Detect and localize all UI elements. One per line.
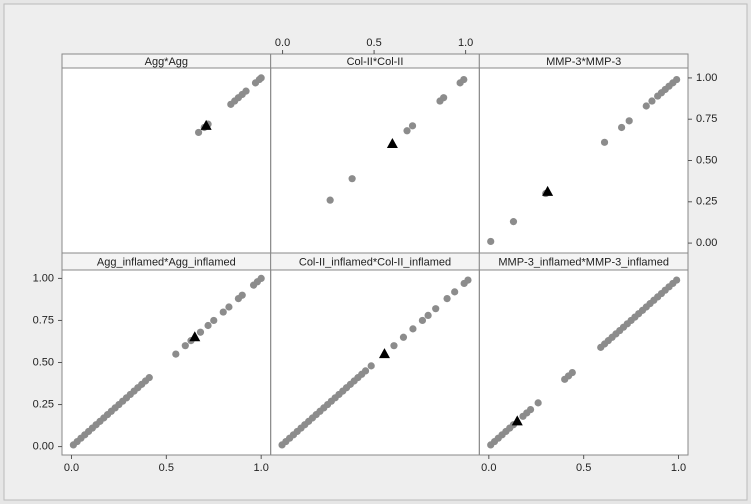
point — [390, 342, 398, 350]
x-tick-label: 0.5 — [159, 462, 174, 474]
panel-title: Col-II_inflamed*Col-II_inflamed — [299, 256, 451, 268]
highlight-point — [386, 137, 398, 148]
point — [534, 399, 542, 407]
point — [219, 308, 227, 316]
y-tick-label: 0.75 — [33, 314, 54, 326]
point — [399, 333, 408, 341]
y-tick-label: 0.50 — [696, 154, 717, 166]
y-tick-label: 0.25 — [696, 196, 717, 208]
y-tick-label: 0.00 — [33, 440, 54, 452]
point — [145, 374, 153, 382]
point — [172, 350, 180, 358]
point — [257, 74, 265, 82]
point — [451, 288, 459, 296]
point — [625, 117, 633, 125]
point — [642, 102, 650, 110]
point — [326, 196, 334, 204]
point — [409, 325, 417, 333]
point — [204, 321, 212, 330]
highlight-point — [511, 415, 523, 426]
x-tick-label: 1.0 — [671, 462, 686, 474]
panel-title: MMP-3*MMP-3 — [546, 56, 621, 68]
x-tick-label: 0.5 — [576, 462, 591, 474]
point — [487, 237, 495, 246]
point — [600, 138, 609, 146]
y-tick-label: 0.50 — [33, 356, 54, 368]
panel-title: Col-II*Col-II — [347, 56, 404, 68]
point — [509, 218, 518, 226]
highlight-point — [189, 331, 201, 342]
point — [418, 316, 427, 325]
point — [348, 175, 356, 183]
point — [194, 128, 203, 137]
point — [673, 75, 681, 84]
x-tick-label: 1.0 — [254, 462, 269, 474]
point — [196, 328, 205, 336]
point — [225, 303, 233, 311]
point — [210, 316, 218, 325]
point — [257, 274, 265, 283]
panel-title: Agg*Agg — [145, 56, 188, 68]
highlight-point — [378, 348, 390, 359]
y-tick-label: 1.00 — [33, 272, 54, 284]
y-tick-label: 0.00 — [696, 237, 717, 249]
point — [408, 122, 417, 130]
highlight-point — [200, 119, 212, 130]
point — [568, 368, 576, 377]
x-tick-label: 0.5 — [366, 37, 381, 49]
point — [242, 87, 250, 95]
x-tick-label: 0.0 — [64, 462, 79, 474]
point — [648, 97, 656, 105]
panel-title: MMP-3_inflamed*MMP-3_inflamed — [498, 256, 669, 268]
point — [238, 291, 246, 299]
x-tick-label: 0.0 — [275, 37, 290, 49]
x-tick-label: 0.0 — [481, 462, 496, 474]
point — [403, 127, 411, 135]
point — [460, 75, 468, 84]
y-tick-label: 1.00 — [696, 72, 717, 84]
panel-title: Agg_inflamed*Agg_inflamed — [97, 256, 236, 268]
point — [443, 294, 451, 303]
point — [440, 94, 448, 102]
point — [361, 367, 370, 375]
y-tick-label: 0.75 — [696, 113, 717, 125]
y-tick-label: 0.25 — [33, 398, 54, 410]
point — [526, 405, 535, 414]
point — [424, 311, 432, 320]
highlight-point — [542, 185, 554, 196]
point — [673, 276, 681, 284]
point — [432, 305, 440, 313]
point — [367, 362, 375, 370]
x-tick-label: 1.0 — [458, 37, 473, 49]
point — [618, 123, 626, 132]
point — [181, 342, 189, 350]
point — [464, 276, 472, 284]
